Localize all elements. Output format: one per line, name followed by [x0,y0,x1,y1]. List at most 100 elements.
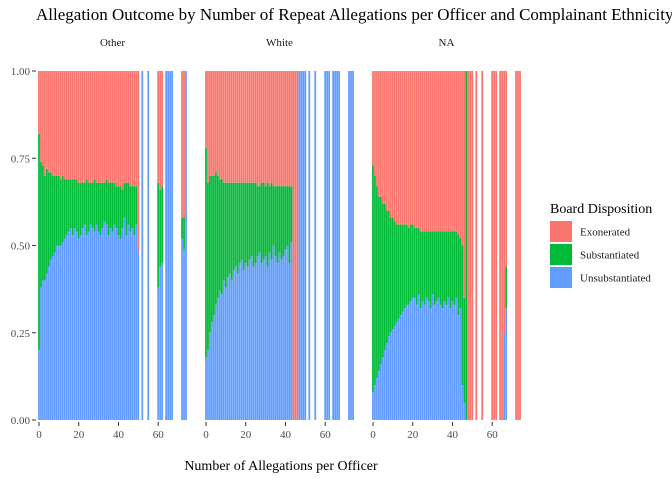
bar-unsubstantiated [326,71,329,420]
bar-substantiated [232,182,235,270]
bar-exonerated [290,71,293,187]
bar-unsubstantiated [332,71,335,420]
bar-unsubstantiated [213,315,215,420]
bar-exonerated [435,71,438,232]
bar-substantiated [244,182,247,263]
bar-exonerated [467,71,470,420]
bar-substantiated [389,217,392,333]
bar-unsubstantiated [395,322,398,420]
bar-unsubstantiated [336,71,339,420]
bar-substantiated [52,175,54,256]
bar-substantiated [75,179,78,232]
bar-unsubstantiated [445,304,448,420]
bar-unsubstantiated [256,255,259,420]
bar-exonerated [505,71,507,267]
bar-substantiated [228,182,231,274]
bar-substantiated [439,231,442,305]
bar-unsubstantiated [272,245,275,420]
bar-unsubstantiated [57,245,60,420]
bar-exonerated [372,71,374,166]
bar-substantiated [266,182,269,267]
bar-unsubstantiated [374,385,376,420]
bar-unsubstantiated [40,287,42,420]
bar-exonerated [443,71,446,232]
bar-exonerated [232,71,235,183]
bar-unsubstantiated [167,71,170,420]
y-tick-label: 1.00 [11,66,31,78]
bar-substantiated [451,231,454,302]
bar-substantiated [449,231,452,309]
y-axis: 0.00 0.25 0.50 0.75 1.00 [11,66,36,427]
y-tick-label: 0.25 [11,328,31,340]
bar-substantiated [103,182,106,222]
legend-label-unsubstantiated: Unsubstantiated [580,273,651,285]
bar-substantiated [123,182,126,218]
bar-exonerated [284,71,287,187]
bar-substantiated [459,238,462,309]
bar-exonerated [447,71,450,232]
bar-unsubstantiated [240,259,243,420]
bar-unsubstantiated [505,308,507,420]
bar-substantiated [133,186,136,236]
bar-unsubstantiated [352,71,354,420]
bar-substantiated [268,186,271,253]
bar-exonerated [83,71,86,183]
bar-substantiated [372,165,374,393]
bar-unsubstantiated [125,235,128,420]
bar-exonerated [417,71,420,229]
bar-substantiated [421,231,424,302]
y-tick-label: 0.00 [11,415,31,427]
bar-unsubstantiated [264,255,267,420]
bar-exonerated [264,71,267,187]
bar-substantiated [129,186,132,232]
bar-unsubstantiated [157,287,160,420]
bar-unsubstantiated [46,273,48,420]
bar-unsubstantiated [73,228,76,420]
bar-substantiated [425,231,428,298]
bar-unsubstantiated [238,262,241,420]
bar-unsubstantiated [95,224,98,420]
bar-exonerated [296,71,299,420]
bar-unsubstantiated [461,385,464,420]
facet-panel-white: White 0 20 40 60 [203,37,354,441]
bar-exonerated [515,71,517,420]
bar-substantiated [101,182,104,229]
bar-exonerated [270,71,273,183]
bar-exonerated [61,71,64,176]
bar-exonerated [238,71,241,183]
bar-exonerated [207,71,209,183]
bar-substantiated [217,175,219,298]
bar-exonerated [451,71,454,232]
bar-exonerated [288,71,291,187]
bar-substantiated [61,175,64,243]
bar-substantiated [386,210,388,344]
bar-exonerated [419,71,422,232]
bar-substantiated [240,182,243,260]
bar-substantiated [67,179,70,232]
bar-substantiated [59,179,62,246]
bar-unsubstantiated [328,71,331,420]
legend: Board Disposition Exonerated Substantiat… [550,202,652,288]
bar-exonerated [40,71,42,162]
bar-unsubstantiated [105,224,108,420]
bar-unsubstantiated [463,402,466,420]
bar-exonerated [44,71,46,176]
bar-substantiated [443,231,446,302]
bar-exonerated [439,71,442,232]
bar-unsubstantiated [278,252,281,420]
bar-unsubstantiated [407,304,410,420]
bar-substantiated [91,182,94,229]
bar-exonerated [48,71,50,173]
bar-substantiated [290,186,293,243]
legend-swatch-unsubstantiated [550,267,572,288]
bar-substantiated [207,182,209,351]
bar-exonerated [205,71,207,148]
bar-unsubstantiated [457,315,460,420]
bar-unsubstantiated [69,228,72,420]
bar-substantiated [465,71,468,420]
bar-exonerated [374,71,376,176]
bar-unsubstantiated [135,224,138,420]
bar-unsubstantiated [302,71,305,420]
bar-exonerated [389,71,392,218]
bar-exonerated [453,71,456,232]
